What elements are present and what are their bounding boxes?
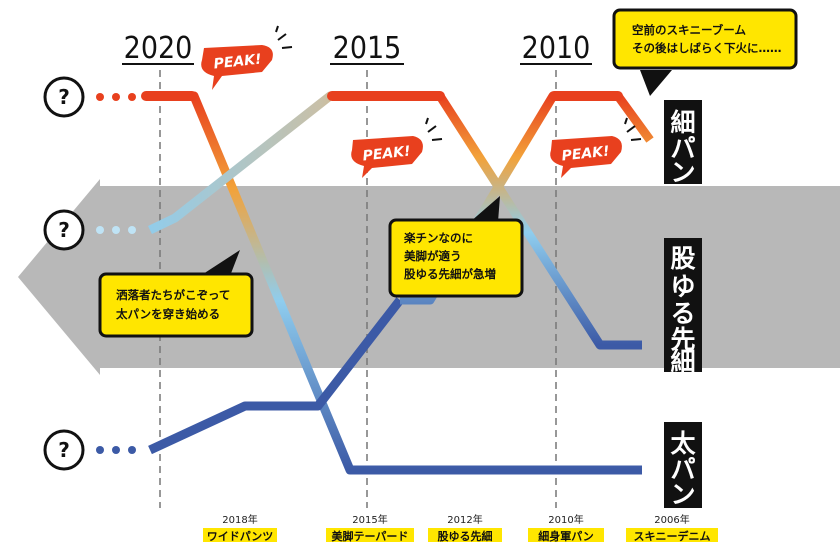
category-char: 細 (670, 347, 695, 376)
svg-text:?: ? (58, 438, 70, 462)
year-label-2020: 2020 (124, 31, 193, 66)
category-label-tapered: 股 ゆ る 先 細 (664, 238, 702, 376)
svg-text:2018年: 2018年 (222, 513, 257, 526)
svg-text:2006年: 2006年 (654, 513, 689, 526)
year-label-2010: 2010 (522, 31, 591, 66)
category-char: ン (670, 158, 695, 187)
svg-text:2012年: 2012年 (447, 513, 482, 526)
callout-wide-start: 洒落者たちがこぞって 太パンを穿き始める (98, 250, 254, 338)
category-char: パ (670, 455, 695, 484)
milestone-2015: 2015年 美脚テーパード (326, 513, 414, 543)
svg-text:股ゆる先細: 股ゆる先細 (438, 529, 493, 543)
category-char: 細 (670, 108, 695, 137)
question-marker-slim: ? (43, 76, 85, 118)
milestone-2018: 2018年 ワイドパンツ (203, 513, 277, 543)
svg-text:?: ? (58, 85, 70, 109)
peak-badge-2015: PEAK! (351, 117, 443, 178)
future-dots-slim (96, 93, 136, 101)
trend-line-tapered-decline (436, 93, 642, 350)
peak-badge-2020: PEAK! (201, 25, 293, 90)
svg-text:PEAK!: PEAK! (213, 52, 262, 73)
svg-text:ワイドパンツ: ワイドパンツ (207, 530, 274, 543)
peak-badge-2010: PEAK! (550, 117, 642, 178)
svg-text:股ゆる先細が急増: 股ゆる先細が急増 (404, 267, 496, 281)
svg-text:洒落者たちがこぞって: 洒落者たちがこぞって (116, 288, 230, 302)
svg-text:PEAK!: PEAK! (561, 144, 610, 165)
svg-text:美脚テーパード: 美脚テーパード (332, 529, 409, 543)
svg-text:PEAK!: PEAK! (362, 144, 411, 165)
category-label-slim: 細 パ ン (664, 100, 702, 187)
milestone-2012: 2012年 股ゆる先細 (428, 513, 502, 543)
question-marker-tapered: ? (43, 209, 85, 251)
svg-text:美脚が適う: 美脚が適う (404, 249, 462, 263)
svg-text:2015年: 2015年 (352, 513, 387, 526)
future-dots-tapered (96, 226, 136, 234)
svg-text:空前のスキニーブーム: 空前のスキニーブーム (632, 23, 746, 37)
milestone-2006: 2006年 スキニーデニム (626, 513, 718, 543)
svg-text:太パンを穿き始める: 太パンを穿き始める (115, 307, 220, 321)
future-dots-wide (96, 446, 136, 454)
question-marker-wide: ? (43, 429, 85, 471)
svg-text:?: ? (58, 218, 70, 242)
trend-line-wide-rise (148, 297, 404, 455)
svg-text:2010年: 2010年 (548, 513, 583, 526)
svg-text:スキニーデニム: スキニーデニム (634, 529, 711, 543)
svg-text:楽チンなのに: 楽チンなのに (403, 231, 473, 245)
svg-text:その後はしばらく下火に……: その後はしばらく下火に…… (632, 41, 782, 55)
milestone-2010: 2010年 細身軍パン (528, 513, 604, 543)
category-char: る (670, 299, 695, 328)
category-char: ゆ (670, 272, 695, 301)
category-char: 先 (670, 325, 695, 354)
callout-slim-boom: 空前のスキニーブーム その後はしばらく下火に…… (612, 8, 798, 96)
year-label-2015: 2015 (333, 31, 402, 66)
category-char: ン (670, 480, 695, 509)
category-label-wide: 太 パ ン (664, 422, 702, 509)
svg-text:細身軍パン: 細身軍パン (538, 529, 594, 543)
callout-tapered-rise: 楽チンなのに 美脚が適う 股ゆる先細が急増 (388, 196, 524, 298)
category-char: 太 (670, 429, 696, 458)
category-char: 股 (670, 244, 695, 273)
category-char: パ (670, 134, 695, 163)
